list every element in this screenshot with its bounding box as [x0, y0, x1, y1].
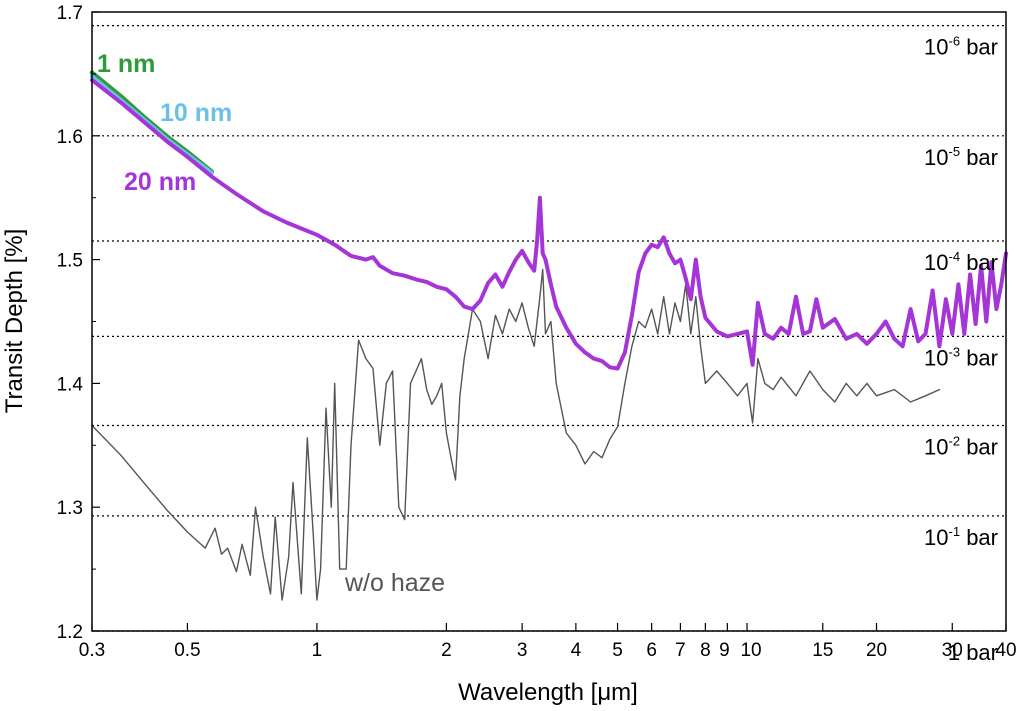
y-tick-label: 1.5 — [57, 251, 83, 272]
pressure-label: 10-1 bar — [924, 524, 998, 550]
pressure-label: 10-5 bar — [924, 144, 998, 170]
x-tick-label: 30 — [942, 640, 963, 661]
y-tick-label: 1.4 — [57, 374, 84, 395]
y-tick-label: 1.3 — [57, 498, 83, 519]
x-tick-label: 5 — [612, 640, 623, 661]
x-tick-label: 15 — [812, 640, 833, 661]
pressure-labels: 10-6 bar 10-5 bar 10-4 bar 10-3 bar 10-2 bar… — [924, 34, 998, 665]
pressure-label: 10-4 bar — [924, 249, 998, 275]
pressure-label: 10-2 bar — [924, 433, 998, 459]
x-tick-label: 2 — [441, 640, 452, 661]
x-tick-label: 6 — [646, 640, 657, 661]
series-label-20nm: 20 nm — [124, 168, 196, 196]
x-tick-label: 4 — [571, 640, 582, 661]
series-label-no-haze: w/o haze — [344, 569, 445, 597]
series-line-3 — [91, 268, 941, 601]
pressure-label: 10-6 bar — [924, 34, 998, 60]
x-tick-label: 0.5 — [174, 640, 200, 661]
x-tick-label: 7 — [675, 640, 686, 661]
x-tick-label: 10 — [740, 640, 761, 661]
y-tick-label: 1.2 — [57, 622, 83, 643]
series-label-1nm: 1 nm — [97, 50, 155, 78]
axis-ticks: 0.3 0.5 1 2 3 4 5 6 7 8 9 10 15 20 30 40 1.2 1.3 1.4 1.5 1.6… — [57, 3, 1017, 661]
x-tick-label: 3 — [517, 640, 528, 661]
x-tick-label: 20 — [866, 640, 887, 661]
series-label-10nm: 10 nm — [160, 99, 232, 127]
y-tick-label: 1.6 — [57, 127, 83, 148]
pressure-label: 1 bar — [948, 640, 998, 665]
spectra-series — [89, 70, 1008, 601]
y-axis-title: Transit Depth [%] — [1, 229, 28, 414]
x-tick-label: 8 — [700, 640, 711, 661]
x-axis-title: Wavelength [μm] — [458, 679, 638, 706]
x-tick-label: 0.3 — [79, 640, 105, 661]
x-tick-label: 9 — [719, 640, 730, 661]
series-line-2 — [90, 78, 1008, 371]
y-tick-label: 1.7 — [57, 3, 83, 24]
x-tick-label: 40 — [995, 640, 1016, 661]
x-tick-label: 1 — [312, 640, 323, 661]
pressure-label: 10-3 bar — [924, 344, 998, 370]
